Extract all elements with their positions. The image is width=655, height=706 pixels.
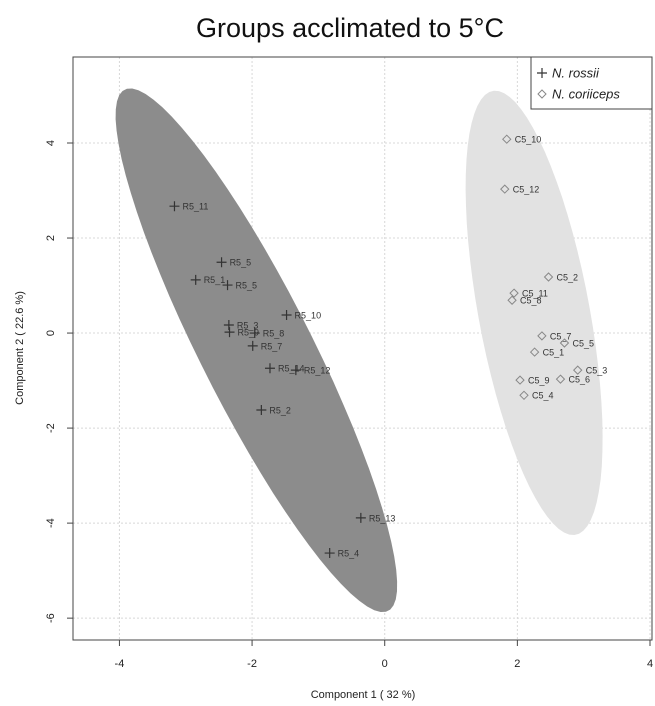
point [537,331,547,341]
point-label: R5_14 [278,364,305,374]
x-tick-label: -2 [247,658,257,670]
y-tick-label: 2 [45,235,57,241]
point-label: R5_4 [338,548,360,558]
plot-frame [72,56,653,641]
point [509,288,519,298]
point-label: C5_6 [568,375,590,385]
chart-title: Groups acclimated to 5°C [196,13,504,43]
point-label: C5_8 [520,296,542,306]
point-label: R5_7 [261,341,283,351]
legend-entry: N. rossii [552,65,600,80]
point [190,274,201,285]
point-label: R5_13 [369,513,396,523]
point-label: C5_12 [513,184,540,194]
point-label: C5_1 [543,347,565,357]
point [223,319,234,330]
point [515,375,525,385]
point [529,347,540,357]
legend-marker [537,68,547,78]
point-label: R5_2 [269,405,291,415]
point-label: R5_8 [263,328,285,338]
x-tick-label: 4 [647,658,653,670]
x-tick-label: 2 [514,658,520,670]
point-label: C5_4 [532,391,554,401]
y-tick-label: -6 [45,613,57,623]
point-label: R5_10 [295,310,322,320]
point-label: R5_1 [204,275,226,285]
point [216,257,227,268]
point-label: C5_11 [522,289,548,299]
point [324,548,335,559]
point [264,363,275,374]
point-label: R5_12 [304,365,331,375]
point [555,374,566,384]
y-tick-label: 4 [45,140,57,146]
point [249,328,260,339]
x-axis-label: Component 1 ( 32 %) [311,689,416,701]
y-tick-label: -4 [45,518,57,528]
legend-box [530,56,653,110]
point [502,134,512,144]
legend-entry: N. coriiceps [552,86,620,101]
confidence-ellipse [115,88,398,612]
point [543,272,554,282]
point [256,405,267,416]
point [355,512,366,523]
point-label: C5_9 [528,375,550,385]
point [224,327,235,338]
point-label: R5_9 [238,327,260,337]
point [290,365,301,376]
point [519,390,529,401]
point-label: C5_5 [572,338,594,348]
x-tick-label: -4 [115,658,125,670]
point [559,338,570,348]
point [507,295,517,305]
point-label: R5_3 [237,320,259,330]
point [573,365,583,375]
x-tick-label: 0 [382,658,388,670]
point [169,201,180,212]
point [247,340,258,351]
point [281,310,292,321]
point-label: C5_10 [515,135,542,145]
y-axis-label: Component 2 ( 22.6 %) [14,291,26,405]
legend-marker [537,89,547,99]
point-label: R5_5 [236,280,258,290]
point-label: C5_7 [550,331,572,341]
y-tick-label: -2 [45,423,57,433]
point [222,280,233,291]
point [500,184,510,194]
point-label: C5_2 [557,272,579,282]
point-label: R5_11 [182,202,208,212]
y-tick-label: 0 [45,330,57,336]
confidence-ellipse [465,90,603,535]
point-label: C5_3 [586,365,608,375]
legend: N. rossii N. coriiceps [530,56,653,110]
point-label: R5_5 [230,258,252,268]
